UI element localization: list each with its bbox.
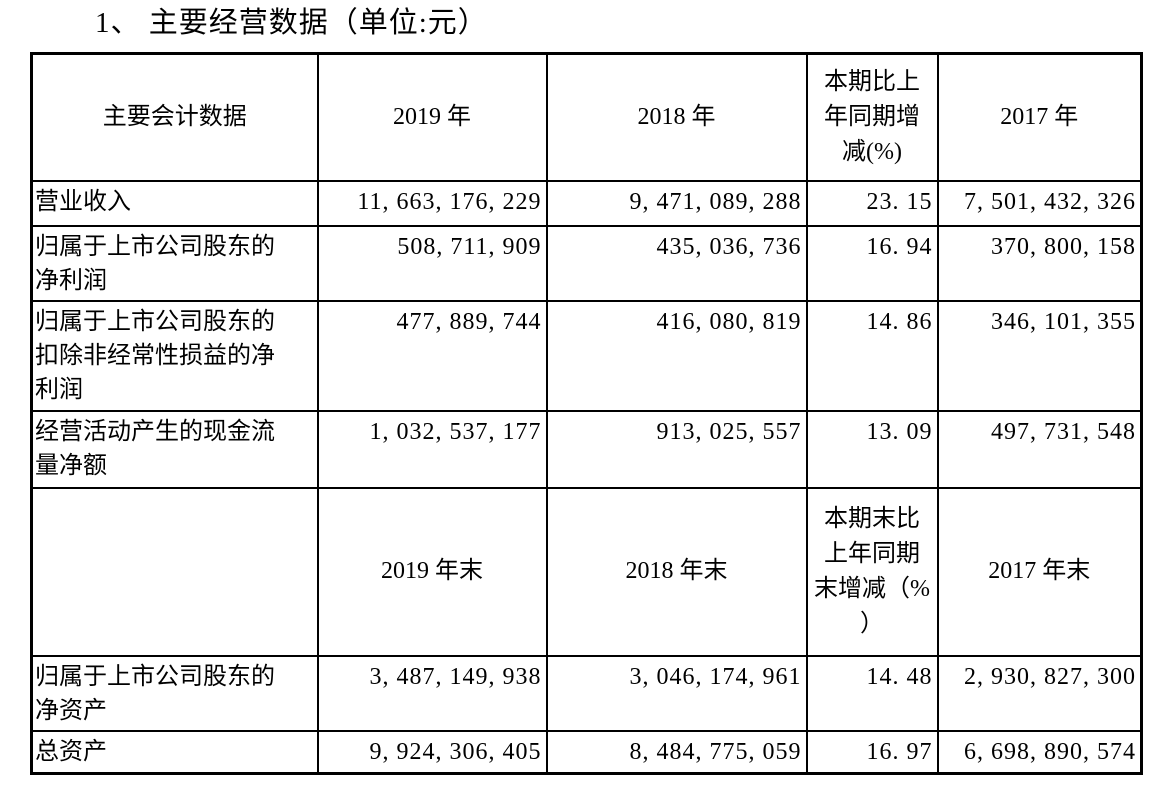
table-row-operating-cash-flow: 经营活动产生的现金流 量净额 1, 032, 537, 177 913, 025… xyxy=(30,409,1143,489)
value-2019: 477, 889, 744 xyxy=(316,299,548,412)
table-row-total-assets: 总资产 9, 924, 306, 405 8, 484, 775, 059 16… xyxy=(30,729,1143,775)
column-header-metric: 主要会计数据 xyxy=(30,52,319,182)
row-label: 营业收入 xyxy=(30,179,319,227)
value-change: 16. 94 xyxy=(805,224,939,302)
column-header-2018-eoy: 2018 年末 xyxy=(545,486,808,657)
value-change: 23. 15 xyxy=(805,179,939,227)
value-2017: 7, 501, 432, 326 xyxy=(936,179,1143,227)
value-2019: 508, 711, 909 xyxy=(316,224,548,302)
value-2019: 3, 487, 149, 938 xyxy=(316,654,548,732)
row-label: 经营活动产生的现金流 量净额 xyxy=(30,409,319,489)
value-2019: 11, 663, 176, 229 xyxy=(316,179,548,227)
row-label: 归属于上市公司股东的 净资产 xyxy=(30,654,319,732)
value-2018: 3, 046, 174, 961 xyxy=(545,654,808,732)
value-change: 14. 48 xyxy=(805,654,939,732)
table-row-operating-revenue: 营业收入 11, 663, 176, 229 9, 471, 089, 288 … xyxy=(30,179,1143,227)
row-label: 总资产 xyxy=(30,729,319,775)
value-change: 13. 09 xyxy=(805,409,939,489)
value-2017: 370, 800, 158 xyxy=(936,224,1143,302)
column-header-eoy-change: 本期末比 上年同期 末增减（% ） xyxy=(805,486,939,657)
section-title: 1、 主要经营数据（单位:元） xyxy=(95,7,488,39)
table-row-net-assets: 归属于上市公司股东的 净资产 3, 487, 149, 938 3, 046, … xyxy=(30,654,1143,732)
document-page: 1、 主要经营数据（单位:元） 主要会计数据 2019 年 2018 年 本期比… xyxy=(30,7,1143,775)
row-label: 归属于上市公司股东的 扣除非经常性损益的净 利润 xyxy=(30,299,319,412)
value-2017: 6, 698, 890, 574 xyxy=(936,729,1143,775)
column-header-2019-eoy: 2019 年末 xyxy=(316,486,548,657)
value-2017: 497, 731, 548 xyxy=(936,409,1143,489)
value-2018: 913, 025, 557 xyxy=(545,409,808,489)
column-header-2017-eoy: 2017 年末 xyxy=(936,486,1143,657)
column-header-2018: 2018 年 xyxy=(545,52,808,182)
value-2017: 346, 101, 355 xyxy=(936,299,1143,412)
column-header-yoy-change: 本期比上 年同期增 减(%) xyxy=(805,52,939,182)
table-row-net-profit-deducted: 归属于上市公司股东的 扣除非经常性损益的净 利润 477, 889, 744 4… xyxy=(30,299,1143,412)
value-2017: 2, 930, 827, 300 xyxy=(936,654,1143,732)
eoy-header-row: 2019 年末 2018 年末 本期末比 上年同期 末增减（% ） 2017 年… xyxy=(30,486,1143,657)
annual-header-row: 主要会计数据 2019 年 2018 年 本期比上 年同期增 减(%) 2017… xyxy=(30,52,1143,182)
value-2018: 435, 036, 736 xyxy=(545,224,808,302)
column-header-blank xyxy=(30,486,319,657)
row-label: 归属于上市公司股东的 净利润 xyxy=(30,224,319,302)
value-2018: 416, 080, 819 xyxy=(545,299,808,412)
value-change: 16. 97 xyxy=(805,729,939,775)
value-2019: 1, 032, 537, 177 xyxy=(316,409,548,489)
table-row-net-profit: 归属于上市公司股东的 净利润 508, 711, 909 435, 036, 7… xyxy=(30,224,1143,302)
column-header-2019: 2019 年 xyxy=(316,52,548,182)
value-2018: 9, 471, 089, 288 xyxy=(545,179,808,227)
column-header-2017: 2017 年 xyxy=(936,52,1143,182)
value-2019: 9, 924, 306, 405 xyxy=(316,729,548,775)
value-change: 14. 86 xyxy=(805,299,939,412)
financial-data-table: 主要会计数据 2019 年 2018 年 本期比上 年同期增 减(%) 2017… xyxy=(30,52,1143,775)
value-2018: 8, 484, 775, 059 xyxy=(545,729,808,775)
